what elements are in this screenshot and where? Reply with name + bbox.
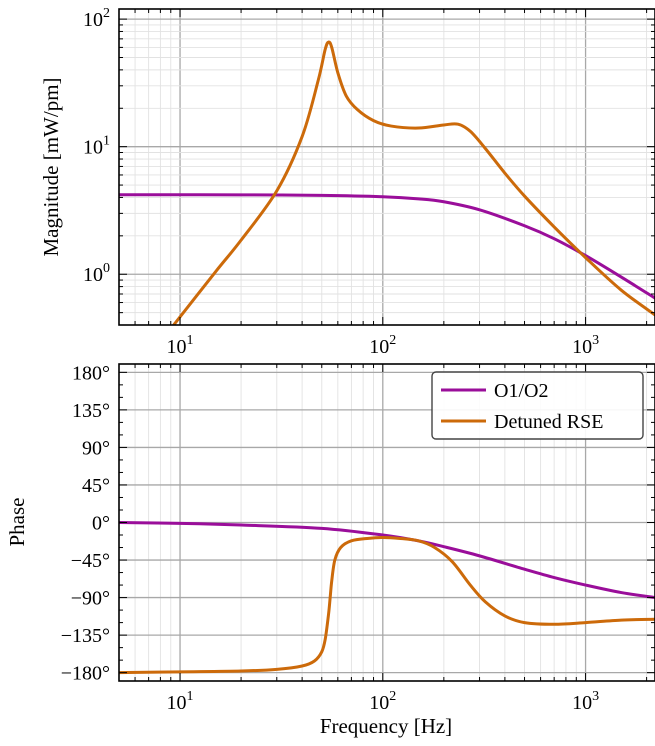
magnitude-grid	[118, 9, 655, 326]
x-tick-label: 102	[369, 689, 396, 714]
y-tick-label: 102	[83, 6, 110, 31]
x-tick-label: 101	[167, 689, 194, 714]
phase-axes-frame	[118, 363, 655, 682]
magnitude-axes-frame	[118, 8, 655, 326]
phase-panel: 101 102 103 180° 135° 90° 45° 0° −45° −90° −135° −…	[5, 362, 655, 738]
x-tick-label: 103	[572, 689, 599, 714]
phase-line-o1-o2	[119, 521, 655, 600]
magnitude-series	[119, 40, 655, 325]
y-tick-label: −45°	[71, 550, 110, 572]
y-tick-label: 90°	[82, 437, 110, 459]
y-tick-label: 0°	[92, 513, 110, 535]
x-tick-label: 102	[369, 333, 396, 358]
x-axis-title: Frequency [Hz]	[320, 714, 452, 738]
phase-x-tick-labels: 101 102 103	[167, 689, 600, 714]
y-tick-label: −135°	[61, 625, 110, 647]
magnitude-y-tick-labels: 100 101 102	[83, 6, 110, 286]
x-tick-label: 103	[572, 333, 599, 358]
y-tick-label: 180°	[72, 362, 110, 384]
phase-y-tick-labels: 180° 135° 90° 45° 0° −45° −90° −135° −180°	[61, 362, 110, 684]
phase-line-detuned-rse	[119, 536, 655, 675]
magnitude-line-detuned-rse	[172, 40, 655, 325]
y-tick-label: 100	[83, 261, 110, 286]
y-tick-label: −180°	[61, 663, 110, 685]
y-tick-label: 135°	[72, 400, 110, 422]
magnitude-x-tick-labels: 101 102 103	[167, 333, 600, 358]
x-tick-label: 101	[167, 333, 194, 358]
magnitude-y-axis-title: Magnitude [mW/pm]	[39, 77, 63, 256]
legend-label-o1-o2: O1/O2	[494, 380, 548, 402]
legend: O1/O2 Detuned RSE	[431, 371, 644, 440]
phase-series	[119, 521, 655, 675]
y-tick-label: 45°	[82, 475, 110, 497]
magnitude-panel: 101 102 103 100 101 102 Magnitude [mW/pm]	[39, 6, 655, 358]
y-tick-label: 101	[83, 134, 110, 159]
phase-y-axis-title: Phase	[5, 498, 29, 547]
y-tick-label: −90°	[71, 588, 110, 610]
legend-label-detuned-rse: Detuned RSE	[494, 411, 603, 433]
magnitude-ticks	[118, 9, 655, 326]
